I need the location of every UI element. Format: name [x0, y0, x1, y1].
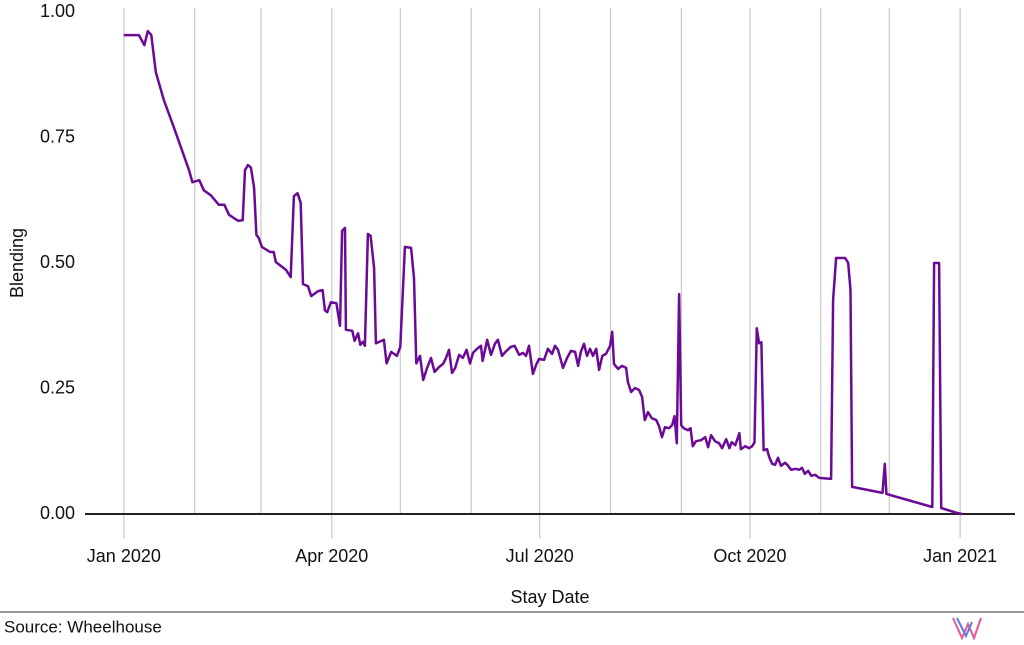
x-tick-label: Jan 2020: [87, 546, 161, 566]
y-axis-title: Blending: [7, 228, 27, 298]
x-tick-label: Apr 2020: [295, 546, 368, 566]
grid: [123, 8, 961, 538]
y-tick-label: 0.75: [40, 126, 75, 146]
y-tick-label: 0.50: [40, 252, 75, 272]
y-tick-label: 0.25: [40, 377, 75, 397]
source: Source: Wheelhouse: [4, 617, 162, 636]
data-line: [123, 29, 963, 516]
x-tick-label: Jan 2021: [923, 546, 997, 566]
y-tick-label: 0.00: [40, 503, 75, 523]
x-axis-title: Stay Date: [510, 587, 589, 607]
x-tick-label: Jul 2020: [506, 546, 574, 566]
x-tick-label: Oct 2020: [713, 546, 786, 566]
logo: [952, 617, 982, 641]
y-tick-label: 1.00: [40, 1, 75, 21]
